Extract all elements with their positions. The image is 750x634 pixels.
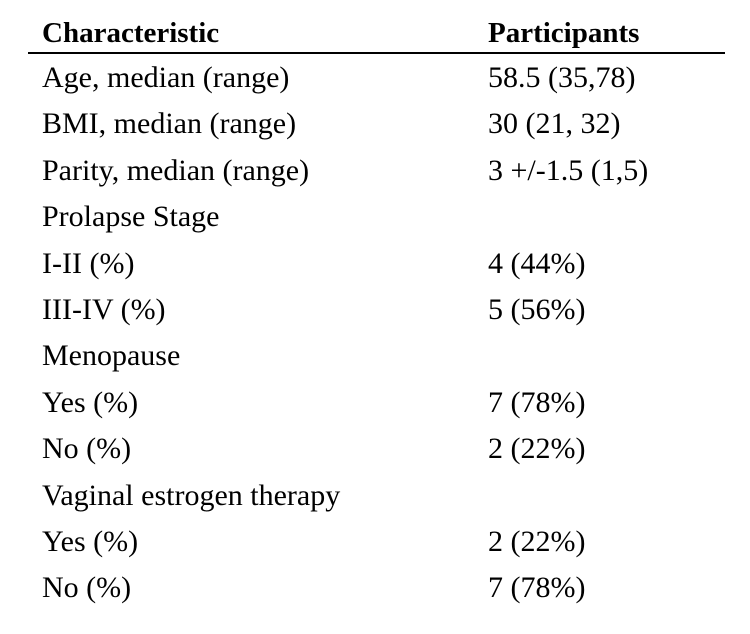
table-row: III-IV (%) 5 (56%) [28, 286, 725, 332]
table-body: Age, median (range) 58.5 (35,78) BMI, me… [28, 54, 725, 611]
table-row: Yes (%) 7 (78%) [28, 379, 725, 425]
row-label: BMI, median (range) [42, 107, 297, 141]
row-label: No (%) [42, 571, 132, 605]
row-label: Yes (%) [42, 524, 139, 558]
row-value: 2 (22%) [488, 524, 586, 558]
table-row: No (%) 2 (22%) [28, 425, 725, 471]
row-label: Yes (%) [42, 385, 139, 419]
row-label: Menopause [42, 339, 181, 373]
row-value: 7 (78%) [488, 571, 586, 605]
row-label: I-II (%) [42, 246, 135, 280]
table-row: Vaginal estrogen therapy [28, 472, 725, 518]
table-row: No (%) 7 (78%) [28, 564, 725, 610]
table-row: BMI, median (range) 30 (21, 32) [28, 100, 725, 146]
table-header: Characteristic Participants [28, 10, 725, 54]
table-row: Parity, median (range) 3 +/-1.5 (1,5) [28, 147, 725, 193]
table-row: Menopause [28, 332, 725, 378]
row-label: Parity, median (range) [42, 153, 310, 187]
row-value: 2 (22%) [488, 432, 586, 466]
row-label: Vaginal estrogen therapy [42, 478, 341, 512]
row-value: 4 (44%) [488, 246, 586, 280]
table-row: Prolapse Stage [28, 193, 725, 239]
header-characteristic: Characteristic [42, 17, 220, 49]
row-value: 3 +/-1.5 (1,5) [488, 153, 649, 187]
header-participants: Participants [488, 17, 640, 49]
row-value: 7 (78%) [488, 385, 586, 419]
row-label: Age, median (range) [42, 61, 290, 94]
table-row: I-II (%) 4 (44%) [28, 240, 725, 286]
row-label: III-IV (%) [42, 292, 166, 326]
table-row: Yes (%) 2 (22%) [28, 518, 725, 564]
row-value: 5 (56%) [488, 292, 586, 326]
row-value: 58.5 (35,78) [488, 61, 636, 94]
row-label: Prolapse Stage [42, 200, 220, 234]
row-value: 30 (21, 32) [488, 107, 621, 141]
row-label: No (%) [42, 432, 132, 466]
characteristics-table: Characteristic Participants Age, median … [28, 10, 725, 611]
table-row: Age, median (range) 58.5 (35,78) [28, 54, 725, 100]
